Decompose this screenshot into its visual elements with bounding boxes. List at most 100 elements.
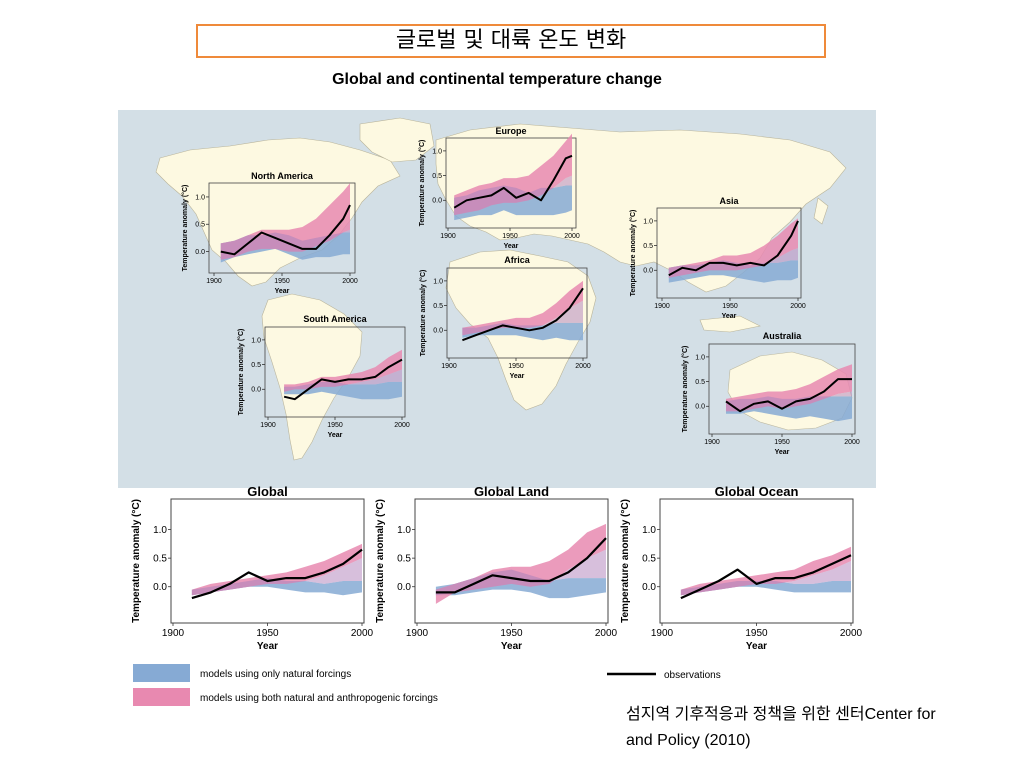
south-america-title: South America: [303, 314, 367, 324]
global-land-ytick-label: 1.0: [397, 525, 411, 536]
chart-global: Global 0.0 0.5 1.0 1900 1950 2000 Year Temperatu…: [131, 484, 374, 652]
africa-xtick-label: 1950: [508, 363, 524, 370]
asia-observations-line: [668, 220, 799, 277]
global-land-title: Global Land: [474, 484, 549, 499]
asia-ytick-label: 0.0: [643, 268, 653, 275]
asia-title: Asia: [719, 196, 739, 206]
global-land-xlabel: Year: [501, 641, 522, 652]
europe-xtick-label: 2000: [564, 233, 580, 240]
africa-ytick-label: 1.0: [433, 278, 443, 285]
australia-title: Australia: [763, 331, 803, 341]
south-america-xtick-label: 1900: [260, 422, 276, 429]
north-america-ylabel: Temperature anomaly (°C): [181, 185, 189, 272]
legend-label-both: models using both natural and anthropoge…: [200, 693, 438, 704]
chart-north-america: North America 0.0 0.5 1.0 1900 1950 2000 Year Te…: [181, 171, 358, 295]
south-america-xtick-label: 2000: [394, 422, 410, 429]
chart-global-ocean: Global Ocean 0.0 0.5 1.0 1900 1950 2000 Year Tem…: [620, 484, 863, 652]
global-observations-line: [191, 548, 363, 600]
europe-xtick-label: 1900: [440, 233, 456, 240]
europe-title: Europe: [495, 126, 526, 136]
global-ylabel: Temperature anomaly (°C): [131, 499, 142, 623]
global-title: Global: [247, 484, 287, 499]
chart-global-land: Global Land 0.0 0.5 1.0 1900 1950 2000 Year Temp…: [375, 484, 618, 652]
chart-africa: Africa 0.0 0.5 1.0 1900 1950 2000 Year Temperatu…: [419, 255, 591, 380]
north-america-xtick-label: 2000: [342, 278, 358, 285]
legend-label-observations: observations: [664, 670, 721, 681]
asia-ytick-label: 0.5: [643, 243, 653, 250]
chart-asia: Asia 0.0 0.5 1.0 1900 1950 2000 Year Temperature…: [629, 196, 806, 320]
australia-ytick-label: 0.0: [695, 404, 705, 411]
chart-australia: Australia 0.0 0.5 1.0 1900 1950 2000 Year Temper…: [681, 331, 860, 456]
north-america-observations-line: [220, 204, 351, 256]
global-ocean-title: Global Ocean: [715, 484, 799, 499]
africa-xtick-label: 1900: [441, 363, 457, 370]
global-ocean-observations-line: [680, 554, 852, 600]
source-caption-line2: and Policy (2010): [626, 732, 751, 749]
south-america-both-band: [284, 349, 402, 392]
global-land-ytick-label: 0.0: [397, 582, 411, 593]
global-band-overlap: [191, 558, 362, 596]
europe-ylabel: Temperature anomaly (°C): [418, 140, 426, 227]
europe-xlabel: Year: [504, 243, 519, 250]
global-land-ylabel: Temperature anomaly (°C): [375, 499, 386, 623]
source-caption-line1: 섬지역 기후적응과 정책을 위한 센터Center for: [626, 706, 936, 723]
europe-observations-line: [453, 154, 573, 209]
south-america-ytick-label: 0.0: [251, 387, 261, 394]
global-ocean-xtick-label: 1900: [651, 628, 674, 639]
global-ytick-label: 0.5: [153, 554, 167, 565]
australia-xtick-label: 1900: [704, 439, 720, 446]
asia-xtick-label: 2000: [790, 303, 806, 310]
africa-observations-line: [462, 287, 584, 342]
australia-ytick-label: 1.0: [695, 354, 705, 361]
south-america-ytick-label: 0.5: [251, 362, 261, 369]
source-caption: 섬지역 기후적응과 정책을 위한 센터Center for and Policy…: [626, 702, 936, 754]
global-xlabel: Year: [257, 641, 278, 652]
africa-xtick-label: 2000: [575, 363, 591, 370]
australia-xtick-label: 1950: [774, 439, 790, 446]
australia-xlabel: Year: [775, 449, 790, 456]
europe-ytick-label: 0.0: [432, 198, 442, 205]
global-land-xtick-label: 2000: [595, 628, 618, 639]
global-land-band-overlap: [435, 549, 606, 596]
global-both-band: [191, 543, 362, 596]
global-ocean-xtick-label: 1950: [745, 628, 768, 639]
chart-europe: Europe 0.0 0.5 1.0 1900 1950 2000 Year Temperatu…: [418, 126, 580, 250]
south-america-xtick-label: 1950: [327, 422, 343, 429]
europe-ytick-label: 1.0: [432, 148, 442, 155]
global-ocean-band-overlap: [680, 561, 851, 596]
global-natural-band: [191, 578, 362, 596]
australia-xtick-label: 2000: [844, 439, 860, 446]
asia-ytick-label: 1.0: [643, 218, 653, 225]
global-ytick-label: 0.0: [153, 582, 167, 593]
north-america-xtick-label: 1950: [274, 278, 290, 285]
south-america-ylabel: Temperature anomaly (°C): [237, 329, 245, 416]
africa-xlabel: Year: [510, 373, 525, 380]
north-america-title: North America: [251, 171, 314, 181]
europe-ytick-label: 0.5: [432, 173, 442, 180]
figure-title: Global and continental temperature chang…: [332, 71, 662, 88]
global-land-xtick-label: 1900: [406, 628, 429, 639]
africa-band-overlap: [462, 300, 583, 336]
global-xtick-label: 2000: [351, 628, 374, 639]
asia-both-band: [668, 218, 798, 278]
africa-ytick-label: 0.0: [433, 328, 443, 335]
global-land-observations-line: [435, 537, 607, 594]
north-america-ytick-label: 0.5: [195, 222, 205, 229]
global-ocean-ytick-label: 0.5: [642, 554, 656, 565]
global-xtick-label: 1900: [162, 628, 185, 639]
asia-xtick-label: 1950: [722, 303, 738, 310]
global-ocean-ylabel: Temperature anomaly (°C): [620, 499, 631, 623]
north-america-ytick-label: 1.0: [195, 194, 205, 201]
africa-ylabel: Temperature anomaly (°C): [419, 270, 427, 357]
global-ocean-both-band: [680, 546, 851, 596]
global-ocean-xlabel: Year: [746, 641, 767, 652]
south-america-ytick-label: 1.0: [251, 337, 261, 344]
global-land-ytick-label: 0.5: [397, 554, 411, 565]
global-ocean-ytick-label: 0.0: [642, 582, 656, 593]
asia-band-overlap: [668, 248, 798, 278]
global-land-xtick-label: 1950: [500, 628, 523, 639]
legend-swatch-both: [133, 688, 190, 706]
africa-title: Africa: [504, 255, 531, 265]
europe-xtick-label: 1950: [502, 233, 518, 240]
global-ocean-ytick-label: 1.0: [642, 525, 656, 536]
